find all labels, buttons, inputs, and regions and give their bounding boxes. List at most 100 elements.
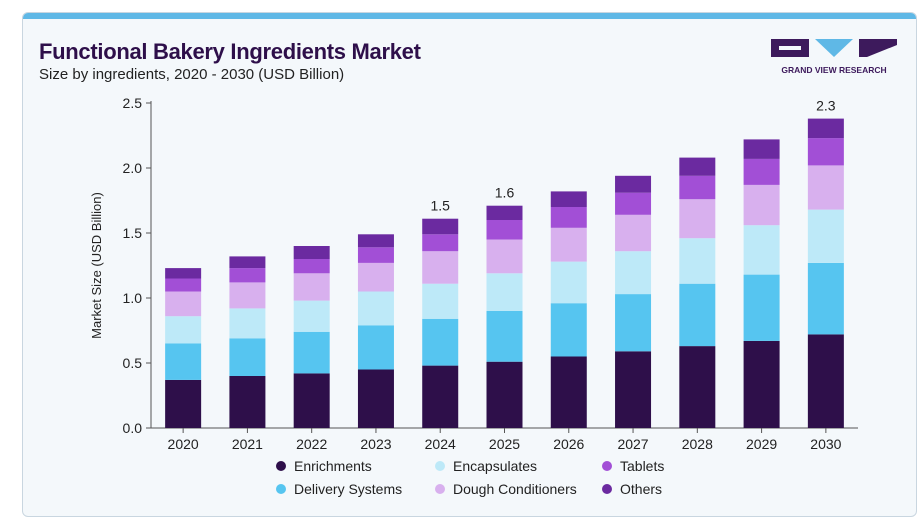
bar-segment-enrichments-2027 — [615, 351, 652, 428]
bar-segment-tablets-2025 — [486, 220, 523, 240]
bar-segment-tablets-2021 — [229, 268, 266, 283]
bar-segment-tablets-2030 — [807, 138, 844, 166]
bar-segment-dough-conditioners-2028 — [679, 199, 716, 239]
y-tick-label: 1.5 — [123, 225, 143, 241]
bar-segment-delivery-systems-2029 — [743, 274, 780, 341]
chart-title: Functional Bakery Ingredients Market — [39, 39, 421, 64]
bar-segment-encapsulates-2026 — [550, 261, 587, 304]
bar-segment-tablets-2022 — [293, 259, 330, 274]
legend-label-others: Others — [620, 481, 662, 497]
legend-label-delivery-systems: Delivery Systems — [294, 481, 402, 497]
bar-segment-others-2021 — [229, 256, 266, 269]
x-tick-label: 2030 — [810, 436, 841, 452]
bar-segment-tablets-2028 — [679, 175, 716, 200]
x-tick-label: 2026 — [553, 436, 584, 452]
stacked-bar-chart: 0.0 0.5 1.0 1.5 2.0 2.5 Market Size (USD Billi… — [89, 95, 858, 497]
bar-segment-encapsulates-2021 — [229, 308, 266, 339]
y-tick-label: 1.0 — [123, 290, 143, 306]
y-tick-label: 2.0 — [123, 160, 143, 176]
bar-segment-encapsulates-2028 — [679, 238, 716, 284]
grand-view-research-logo: GRAND VIEW RESEARCH — [771, 39, 897, 75]
bar-segment-delivery-systems-2025 — [486, 311, 523, 362]
bar-segment-enrichments-2029 — [743, 340, 780, 428]
bar-segment-dough-conditioners-2024 — [422, 251, 459, 284]
x-tick-label: 2029 — [746, 436, 777, 452]
bar-segment-others-2028 — [679, 157, 716, 176]
bar-segment-delivery-systems-2028 — [679, 283, 716, 347]
legend-label-tablets: Tablets — [620, 458, 664, 474]
bar-segment-tablets-2020 — [165, 278, 202, 292]
x-tick-label: 2022 — [296, 436, 327, 452]
bar-segment-others-2027 — [615, 175, 652, 193]
legend-label-enrichments: Enrichments — [294, 458, 372, 474]
bar-segment-encapsulates-2029 — [743, 225, 780, 275]
bar-segment-others-2025 — [486, 205, 523, 220]
bar-segment-others-2022 — [293, 246, 330, 259]
bar-segment-dough-conditioners-2030 — [807, 165, 844, 210]
bar-segment-delivery-systems-2023 — [357, 325, 394, 370]
bar-segment-enrichments-2026 — [550, 356, 587, 428]
bar-segment-delivery-systems-2030 — [807, 262, 844, 335]
total-label-2024: 1.5 — [430, 198, 450, 214]
bar-segment-enrichments-2024 — [422, 365, 459, 428]
legend-swatch-encapsulates — [435, 461, 445, 471]
bar-segment-enrichments-2020 — [165, 379, 202, 428]
legend-swatch-tablets — [602, 461, 612, 471]
bar-segment-others-2026 — [550, 191, 587, 207]
x-tick-label: 2023 — [360, 436, 391, 452]
x-tick-label: 2028 — [682, 436, 713, 452]
legend-swatch-enrichments — [276, 461, 286, 471]
bar-segment-enrichments-2023 — [357, 369, 394, 428]
bar-segment-enrichments-2028 — [679, 346, 716, 428]
legend-swatch-delivery-systems — [276, 484, 286, 494]
accent-bar — [23, 13, 916, 19]
y-tick-label: 2.5 — [123, 95, 143, 111]
bar-segment-dough-conditioners-2027 — [615, 214, 652, 252]
bar-segment-enrichments-2025 — [486, 361, 523, 428]
bar-segment-tablets-2027 — [615, 192, 652, 215]
legend-label-dough-conditioners: Dough Conditioners — [453, 481, 577, 497]
bar-segment-others-2030 — [807, 118, 844, 139]
bar-segment-dough-conditioners-2023 — [357, 262, 394, 292]
y-tick-label: 0.5 — [123, 355, 143, 371]
bar-segment-delivery-systems-2022 — [293, 331, 330, 374]
bar-segment-dough-conditioners-2025 — [486, 239, 523, 274]
x-tick-label: 2027 — [617, 436, 648, 452]
bar-segment-tablets-2023 — [357, 247, 394, 263]
bar-segment-encapsulates-2020 — [165, 316, 202, 344]
bar-segment-dough-conditioners-2022 — [293, 273, 330, 301]
bar-segment-tablets-2029 — [743, 158, 780, 185]
x-tick-label: 2025 — [489, 436, 520, 452]
bar-segment-delivery-systems-2027 — [615, 294, 652, 352]
bar-segment-enrichments-2021 — [229, 376, 266, 428]
bar-segment-others-2023 — [357, 234, 394, 248]
legend-label-encapsulates: Encapsulates — [453, 458, 537, 474]
bar-segment-others-2029 — [743, 139, 780, 159]
bar-segment-dough-conditioners-2026 — [550, 227, 587, 262]
bar-segment-delivery-systems-2024 — [422, 318, 459, 366]
bar-segment-dough-conditioners-2029 — [743, 184, 780, 226]
x-tick-label: 2024 — [425, 436, 456, 452]
bar-segment-dough-conditioners-2020 — [165, 291, 202, 317]
bar-segment-encapsulates-2024 — [422, 283, 459, 319]
bar-segment-others-2020 — [165, 268, 202, 279]
y-axis-label: Market Size (USD Billion) — [89, 192, 104, 339]
logo-text: GRAND VIEW RESEARCH — [781, 65, 886, 75]
bar-segment-delivery-systems-2021 — [229, 338, 266, 376]
legend-swatch-others — [602, 484, 612, 494]
bar-segment-encapsulates-2022 — [293, 300, 330, 332]
bar-segment-delivery-systems-2020 — [165, 343, 202, 380]
chart-card: Functional Bakery Ingredients Market Siz… — [22, 12, 917, 517]
bar-segment-tablets-2026 — [550, 207, 587, 228]
legend-swatch-dough-conditioners — [435, 484, 445, 494]
bar-segment-encapsulates-2023 — [357, 291, 394, 326]
bar-segment-tablets-2024 — [422, 234, 459, 252]
bar-segment-encapsulates-2027 — [615, 251, 652, 295]
y-tick-label: 0.0 — [123, 420, 143, 436]
x-tick-label: 2021 — [232, 436, 263, 452]
bar-segment-dough-conditioners-2021 — [229, 282, 266, 309]
total-label-2025: 1.6 — [495, 185, 515, 201]
bar-segment-enrichments-2030 — [807, 334, 844, 428]
bar-segment-enrichments-2022 — [293, 373, 330, 428]
chart-subtitle: Size by ingredients, 2020 - 2030 (USD Bi… — [39, 66, 345, 83]
